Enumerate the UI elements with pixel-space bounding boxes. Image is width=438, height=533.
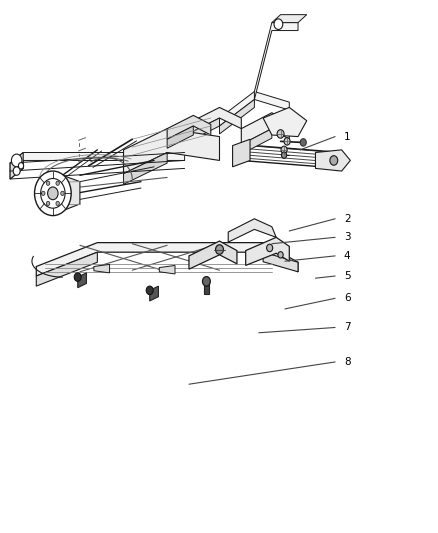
Text: 7: 7	[343, 322, 350, 333]
Circle shape	[276, 130, 283, 138]
Polygon shape	[188, 241, 237, 269]
Text: 5: 5	[343, 271, 350, 281]
Polygon shape	[78, 273, 86, 288]
Polygon shape	[167, 108, 241, 144]
Circle shape	[46, 181, 49, 185]
Circle shape	[47, 187, 58, 200]
Polygon shape	[219, 100, 254, 134]
Polygon shape	[241, 128, 271, 154]
Polygon shape	[123, 128, 219, 174]
Circle shape	[42, 191, 45, 196]
Polygon shape	[219, 92, 289, 126]
Circle shape	[202, 277, 210, 286]
Circle shape	[146, 286, 153, 295]
Polygon shape	[228, 219, 276, 242]
Polygon shape	[41, 175, 80, 211]
Text: 6: 6	[343, 293, 350, 303]
Circle shape	[41, 179, 65, 208]
Text: 1: 1	[343, 132, 350, 142]
Text: 2: 2	[343, 214, 350, 224]
Circle shape	[13, 167, 20, 175]
Polygon shape	[10, 160, 23, 179]
Circle shape	[281, 152, 286, 158]
Circle shape	[277, 252, 283, 258]
Circle shape	[60, 191, 64, 196]
Polygon shape	[315, 150, 350, 171]
Polygon shape	[149, 286, 158, 301]
Polygon shape	[159, 265, 175, 274]
Polygon shape	[262, 252, 297, 272]
Circle shape	[56, 201, 59, 206]
Circle shape	[11, 154, 22, 167]
Circle shape	[273, 19, 282, 29]
Circle shape	[18, 163, 24, 169]
Polygon shape	[271, 14, 306, 22]
Polygon shape	[123, 152, 167, 184]
Polygon shape	[241, 113, 289, 144]
Polygon shape	[203, 281, 208, 294]
Text: 3: 3	[343, 232, 350, 243]
Polygon shape	[254, 22, 297, 100]
Circle shape	[74, 273, 81, 281]
Polygon shape	[167, 126, 193, 148]
Polygon shape	[36, 252, 97, 286]
Polygon shape	[232, 139, 250, 167]
Circle shape	[300, 139, 306, 146]
Circle shape	[283, 138, 290, 145]
Polygon shape	[262, 108, 306, 136]
Polygon shape	[94, 264, 110, 273]
Circle shape	[56, 181, 59, 185]
Circle shape	[329, 156, 337, 165]
Circle shape	[266, 244, 272, 252]
Polygon shape	[10, 152, 23, 179]
Circle shape	[46, 201, 49, 206]
Polygon shape	[36, 243, 297, 276]
Circle shape	[35, 171, 71, 216]
Polygon shape	[10, 152, 184, 171]
Circle shape	[280, 146, 286, 154]
Text: 4: 4	[343, 251, 350, 261]
Polygon shape	[167, 115, 210, 139]
Circle shape	[215, 245, 223, 254]
Text: 8: 8	[343, 357, 350, 367]
Polygon shape	[245, 237, 289, 265]
Polygon shape	[167, 118, 219, 152]
